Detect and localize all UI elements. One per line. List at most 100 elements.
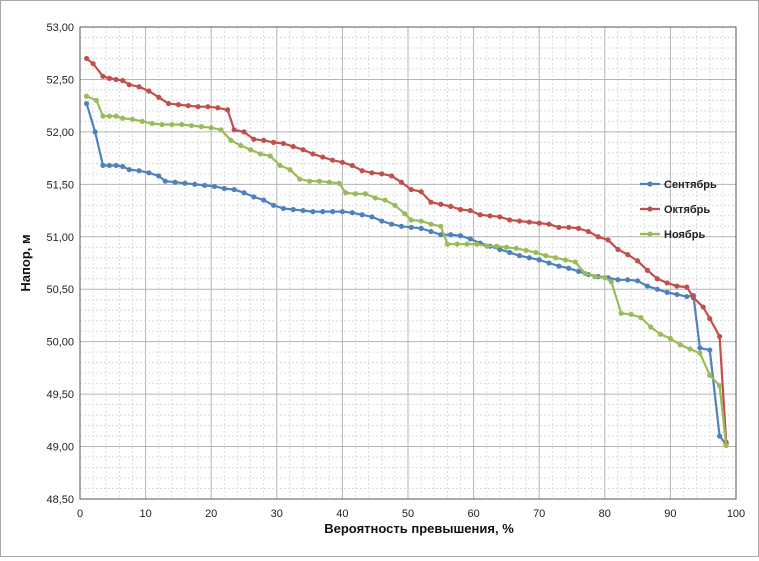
- data-point: [493, 243, 500, 249]
- data-point: [477, 212, 483, 218]
- data-point: [444, 241, 450, 247]
- data-point: [362, 191, 368, 197]
- data-point: [100, 113, 106, 119]
- data-point: [707, 347, 713, 353]
- data-point: [575, 268, 582, 274]
- x-tick-label: 50: [402, 508, 414, 520]
- data-point: [320, 154, 326, 160]
- data-point: [162, 178, 168, 184]
- data-point: [418, 189, 424, 195]
- legend-swatch-marker: [647, 206, 653, 212]
- y-tick-label: 50,00: [46, 337, 74, 349]
- data-point: [297, 176, 303, 182]
- data-point: [208, 125, 214, 131]
- data-point: [484, 243, 490, 249]
- data-point: [648, 324, 654, 330]
- data-point: [136, 168, 142, 174]
- data-point: [592, 274, 598, 280]
- data-point: [329, 209, 336, 215]
- data-point: [211, 183, 218, 190]
- data-point: [428, 228, 434, 235]
- data-point: [382, 197, 388, 203]
- data-point: [575, 225, 582, 231]
- data-point: [625, 277, 631, 283]
- data-point: [717, 433, 723, 439]
- data-point: [221, 185, 227, 192]
- legend: Сентябрь Октябрь Ноябрь: [640, 179, 717, 241]
- x-axis-title: Вероятность превышения, %: [324, 521, 514, 536]
- series-line: [85, 57, 728, 443]
- data-point: [418, 225, 424, 231]
- data-point: [602, 275, 608, 281]
- data-point: [316, 178, 323, 184]
- data-point: [615, 277, 621, 283]
- data-point: [392, 202, 398, 208]
- data-point: [257, 151, 263, 157]
- data-point: [408, 186, 414, 193]
- data-point: [251, 136, 257, 142]
- data-point: [608, 279, 614, 285]
- data-point: [684, 293, 690, 300]
- x-tick-label: 0: [77, 508, 83, 520]
- data-point: [165, 100, 172, 107]
- data-point: [136, 84, 142, 90]
- data-point: [277, 162, 283, 169]
- data-point: [310, 151, 316, 157]
- data-point: [572, 259, 578, 265]
- x-tick-label: 20: [205, 508, 217, 520]
- series-3: [83, 93, 729, 449]
- data-point: [280, 205, 286, 212]
- data-point: [562, 257, 569, 263]
- y-tick-label: 53,00: [46, 22, 74, 34]
- data-point: [185, 103, 191, 109]
- data-point: [389, 221, 395, 227]
- data-point: [198, 124, 204, 130]
- data-point: [707, 372, 713, 378]
- data-point: [343, 190, 349, 196]
- data-point: [349, 162, 355, 169]
- data-point: [129, 116, 136, 122]
- series-2: [83, 55, 729, 445]
- data-point: [329, 157, 336, 163]
- data-point: [182, 180, 188, 186]
- y-tick-label: 51,50: [46, 179, 74, 191]
- data-point: [687, 346, 693, 352]
- data-point: [179, 121, 185, 128]
- y-tick-label: 52,50: [46, 74, 74, 86]
- data-point: [697, 345, 703, 351]
- data-point: [418, 218, 424, 224]
- data-point: [290, 206, 296, 213]
- y-tick-label: 48,50: [46, 494, 74, 506]
- data-point: [261, 137, 267, 143]
- data-point: [159, 121, 165, 128]
- data-point: [261, 197, 267, 203]
- data-point: [674, 291, 680, 298]
- data-point: [428, 199, 434, 205]
- data-point: [359, 168, 365, 174]
- series-line: [85, 103, 728, 446]
- data-point: [582, 270, 588, 277]
- data-point: [106, 75, 113, 81]
- data-point: [156, 94, 162, 100]
- data-point: [106, 113, 113, 119]
- data-point: [516, 253, 523, 259]
- x-tick-label: 30: [271, 508, 283, 520]
- data-point: [100, 162, 106, 169]
- data-point: [369, 214, 375, 220]
- data-point: [369, 170, 375, 176]
- data-point: [251, 194, 257, 200]
- data-point: [697, 350, 703, 356]
- data-point: [533, 249, 539, 256]
- data-point: [556, 224, 562, 230]
- data-point: [231, 127, 237, 133]
- data-point: [320, 209, 326, 215]
- data-point: [280, 140, 286, 147]
- data-point: [169, 121, 175, 128]
- data-point: [605, 237, 611, 243]
- legend-swatch-marker: [647, 181, 653, 187]
- data-point: [677, 342, 683, 348]
- data-point: [674, 283, 680, 289]
- data-point: [448, 232, 454, 238]
- data-point: [139, 118, 145, 124]
